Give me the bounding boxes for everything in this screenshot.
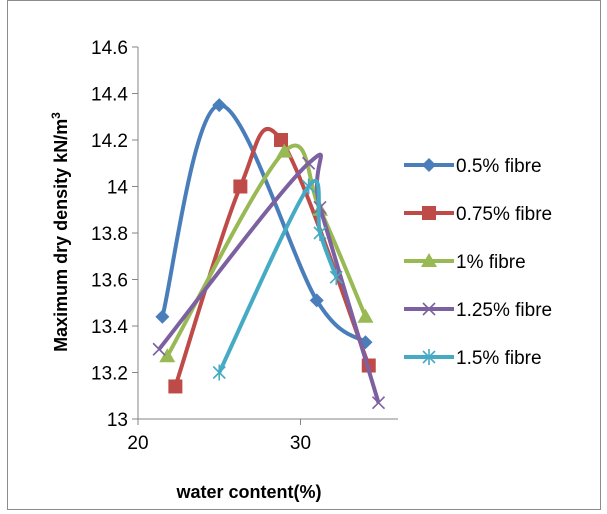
x-axis-title: water content(%) [175,482,321,502]
chart-svg: 13 13.2 13.4 13.6 13.8 14 14.2 14.4 14.6 20 30 0.5… [49,38,552,502]
legend-label: 0.5% fibre [456,156,542,177]
y-tick-label: 13.8 [91,224,128,245]
legend-label: 1.25% fibre [456,300,552,321]
legend-swatch-marker-stroke [422,302,436,316]
legend-swatch-marker [422,206,436,220]
legend: 0.5% fibre 0.75% fibre 1% fibre 1.25% fibre… [404,156,552,369]
legend-item: 1.25% fibre [404,300,552,321]
y-tick-label: 14 [107,178,129,199]
y-tick-label: 13.6 [91,271,128,292]
chart-frame: 13 13.2 13.4 13.6 13.8 14 14.2 14.4 14.6 20 30 0.5… [7,0,601,510]
series-line [165,143,368,358]
legend-label: 0.75% fibre [456,204,552,225]
legend-item: 0.75% fibre [404,204,552,225]
data-point [212,98,227,113]
legend-item: 1% fibre [404,252,526,273]
data-point [357,308,374,323]
x-tick-label: 30 [290,433,311,454]
data-point [313,225,327,241]
x-tick-label: 20 [127,433,148,454]
y-tick-label: 13.4 [91,317,128,338]
data-point-stroke [371,396,386,410]
data-point [212,364,226,381]
axes: 13 13.2 13.4 13.6 13.8 14 14.2 14.4 14.6 20 30 [91,38,398,454]
data-point [371,396,386,410]
legend-label: 1.5% fibre [456,348,542,369]
data-point-stroke [302,156,316,170]
y-tick-label: 14.2 [91,131,128,152]
data-point [233,179,248,194]
data-point [309,293,324,308]
data-point [159,348,176,363]
series-line [160,103,367,344]
data-point [274,133,288,147]
data-point [152,342,166,356]
y-tick-label: 13.2 [91,364,128,385]
legend-label: 1% fibre [456,252,526,273]
data-point [168,379,183,394]
legend-item: 1.5% fibre [404,348,542,369]
series-layer [152,98,386,410]
series-line [157,152,381,404]
data-point [276,143,293,158]
legend-swatch-marker [422,158,436,172]
data-point [155,309,170,324]
data-point [329,269,343,286]
y-axis-title-sup: 3 [49,112,63,119]
y-tick-label: 14.6 [91,38,128,59]
legend-swatch-marker [422,349,436,365]
legend-swatch-marker [421,253,437,267]
data-point [302,178,316,195]
data-point [302,156,316,170]
legend-swatch-marker [422,302,436,316]
y-axis-title-main: Maximum dry density kN/m [51,119,71,352]
data-point-stroke [152,342,166,356]
y-tick-label: 13 [107,410,128,431]
series-line [217,178,339,374]
legend-item: 0.5% fibre [404,156,542,177]
y-axis-title: Maximum dry density kN/m3 [49,112,71,352]
series-5 [212,178,343,381]
y-tick-label: 14.4 [91,85,128,106]
